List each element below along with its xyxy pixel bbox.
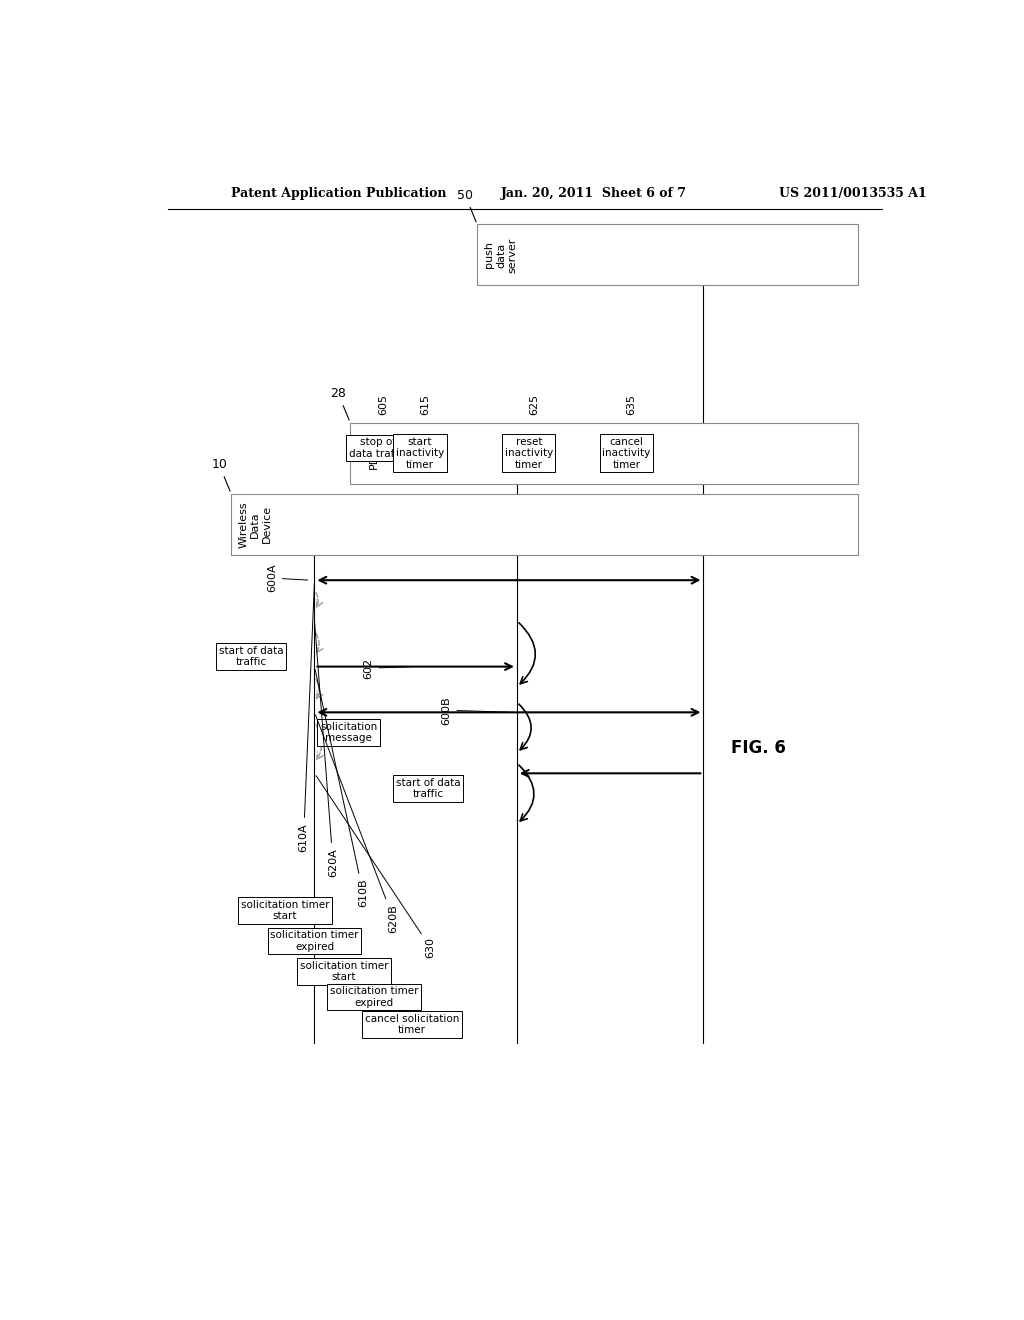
- Text: stop of
data traffic: stop of data traffic: [349, 437, 407, 459]
- FancyArrowPatch shape: [316, 678, 323, 698]
- Text: Jan. 20, 2011  Sheet 6 of 7: Jan. 20, 2011 Sheet 6 of 7: [501, 187, 687, 201]
- Text: cancel solicitation
timer: cancel solicitation timer: [365, 1014, 460, 1035]
- Text: reset
inactivity
timer: reset inactivity timer: [505, 437, 553, 470]
- Text: 635: 635: [627, 393, 636, 414]
- Text: solicitation timer
expired: solicitation timer expired: [270, 931, 358, 952]
- FancyArrowPatch shape: [519, 766, 534, 821]
- Text: 10: 10: [211, 458, 230, 491]
- Text: 600A: 600A: [267, 564, 308, 593]
- Text: solicitation timer
expired: solicitation timer expired: [330, 986, 418, 1007]
- Text: start of data
traffic: start of data traffic: [219, 645, 284, 667]
- Text: 602: 602: [364, 657, 411, 678]
- Text: push
data
server: push data server: [484, 238, 517, 273]
- Text: 605: 605: [378, 393, 388, 414]
- FancyArrowPatch shape: [519, 623, 536, 684]
- Text: solicitation timer
start: solicitation timer start: [300, 961, 388, 982]
- Text: Wireless
Data
Device: Wireless Data Device: [239, 502, 271, 548]
- Text: 620B: 620B: [315, 715, 398, 933]
- FancyArrowPatch shape: [316, 725, 324, 759]
- Text: start
inactivity
timer: start inactivity timer: [396, 437, 444, 470]
- Text: start of data
traffic: start of data traffic: [395, 777, 461, 800]
- Text: solicitation timer
start: solicitation timer start: [241, 900, 330, 921]
- Text: PDSN: PDSN: [369, 438, 379, 469]
- FancyArrowPatch shape: [316, 593, 323, 607]
- Text: 610B: 610B: [315, 669, 369, 907]
- FancyArrowPatch shape: [316, 634, 323, 653]
- Text: 610A: 610A: [299, 583, 314, 851]
- Text: 620A: 620A: [314, 623, 338, 876]
- Bar: [231, 494, 858, 554]
- Text: cancel
inactivity
timer: cancel inactivity timer: [602, 437, 650, 470]
- Text: 600B: 600B: [441, 696, 510, 725]
- Text: US 2011/0013535 A1: US 2011/0013535 A1: [778, 187, 927, 201]
- Bar: [350, 422, 858, 483]
- Text: FIG. 6: FIG. 6: [731, 739, 786, 756]
- Text: 50: 50: [458, 189, 476, 222]
- Text: solicitation
message: solicitation message: [319, 722, 377, 743]
- Text: 625: 625: [528, 393, 539, 414]
- Text: 28: 28: [331, 387, 349, 420]
- Text: Patent Application Publication: Patent Application Publication: [231, 187, 446, 201]
- Text: 615: 615: [420, 393, 430, 414]
- FancyArrowPatch shape: [519, 704, 531, 750]
- Text: 630: 630: [316, 776, 435, 958]
- Bar: [477, 224, 858, 285]
